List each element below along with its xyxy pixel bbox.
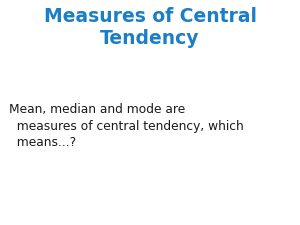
Text: Measures of Central
Tendency: Measures of Central Tendency xyxy=(44,7,256,48)
Text: Mean, median and mode are
  measures of central tendency, which
  means...?: Mean, median and mode are measures of ce… xyxy=(9,104,244,149)
